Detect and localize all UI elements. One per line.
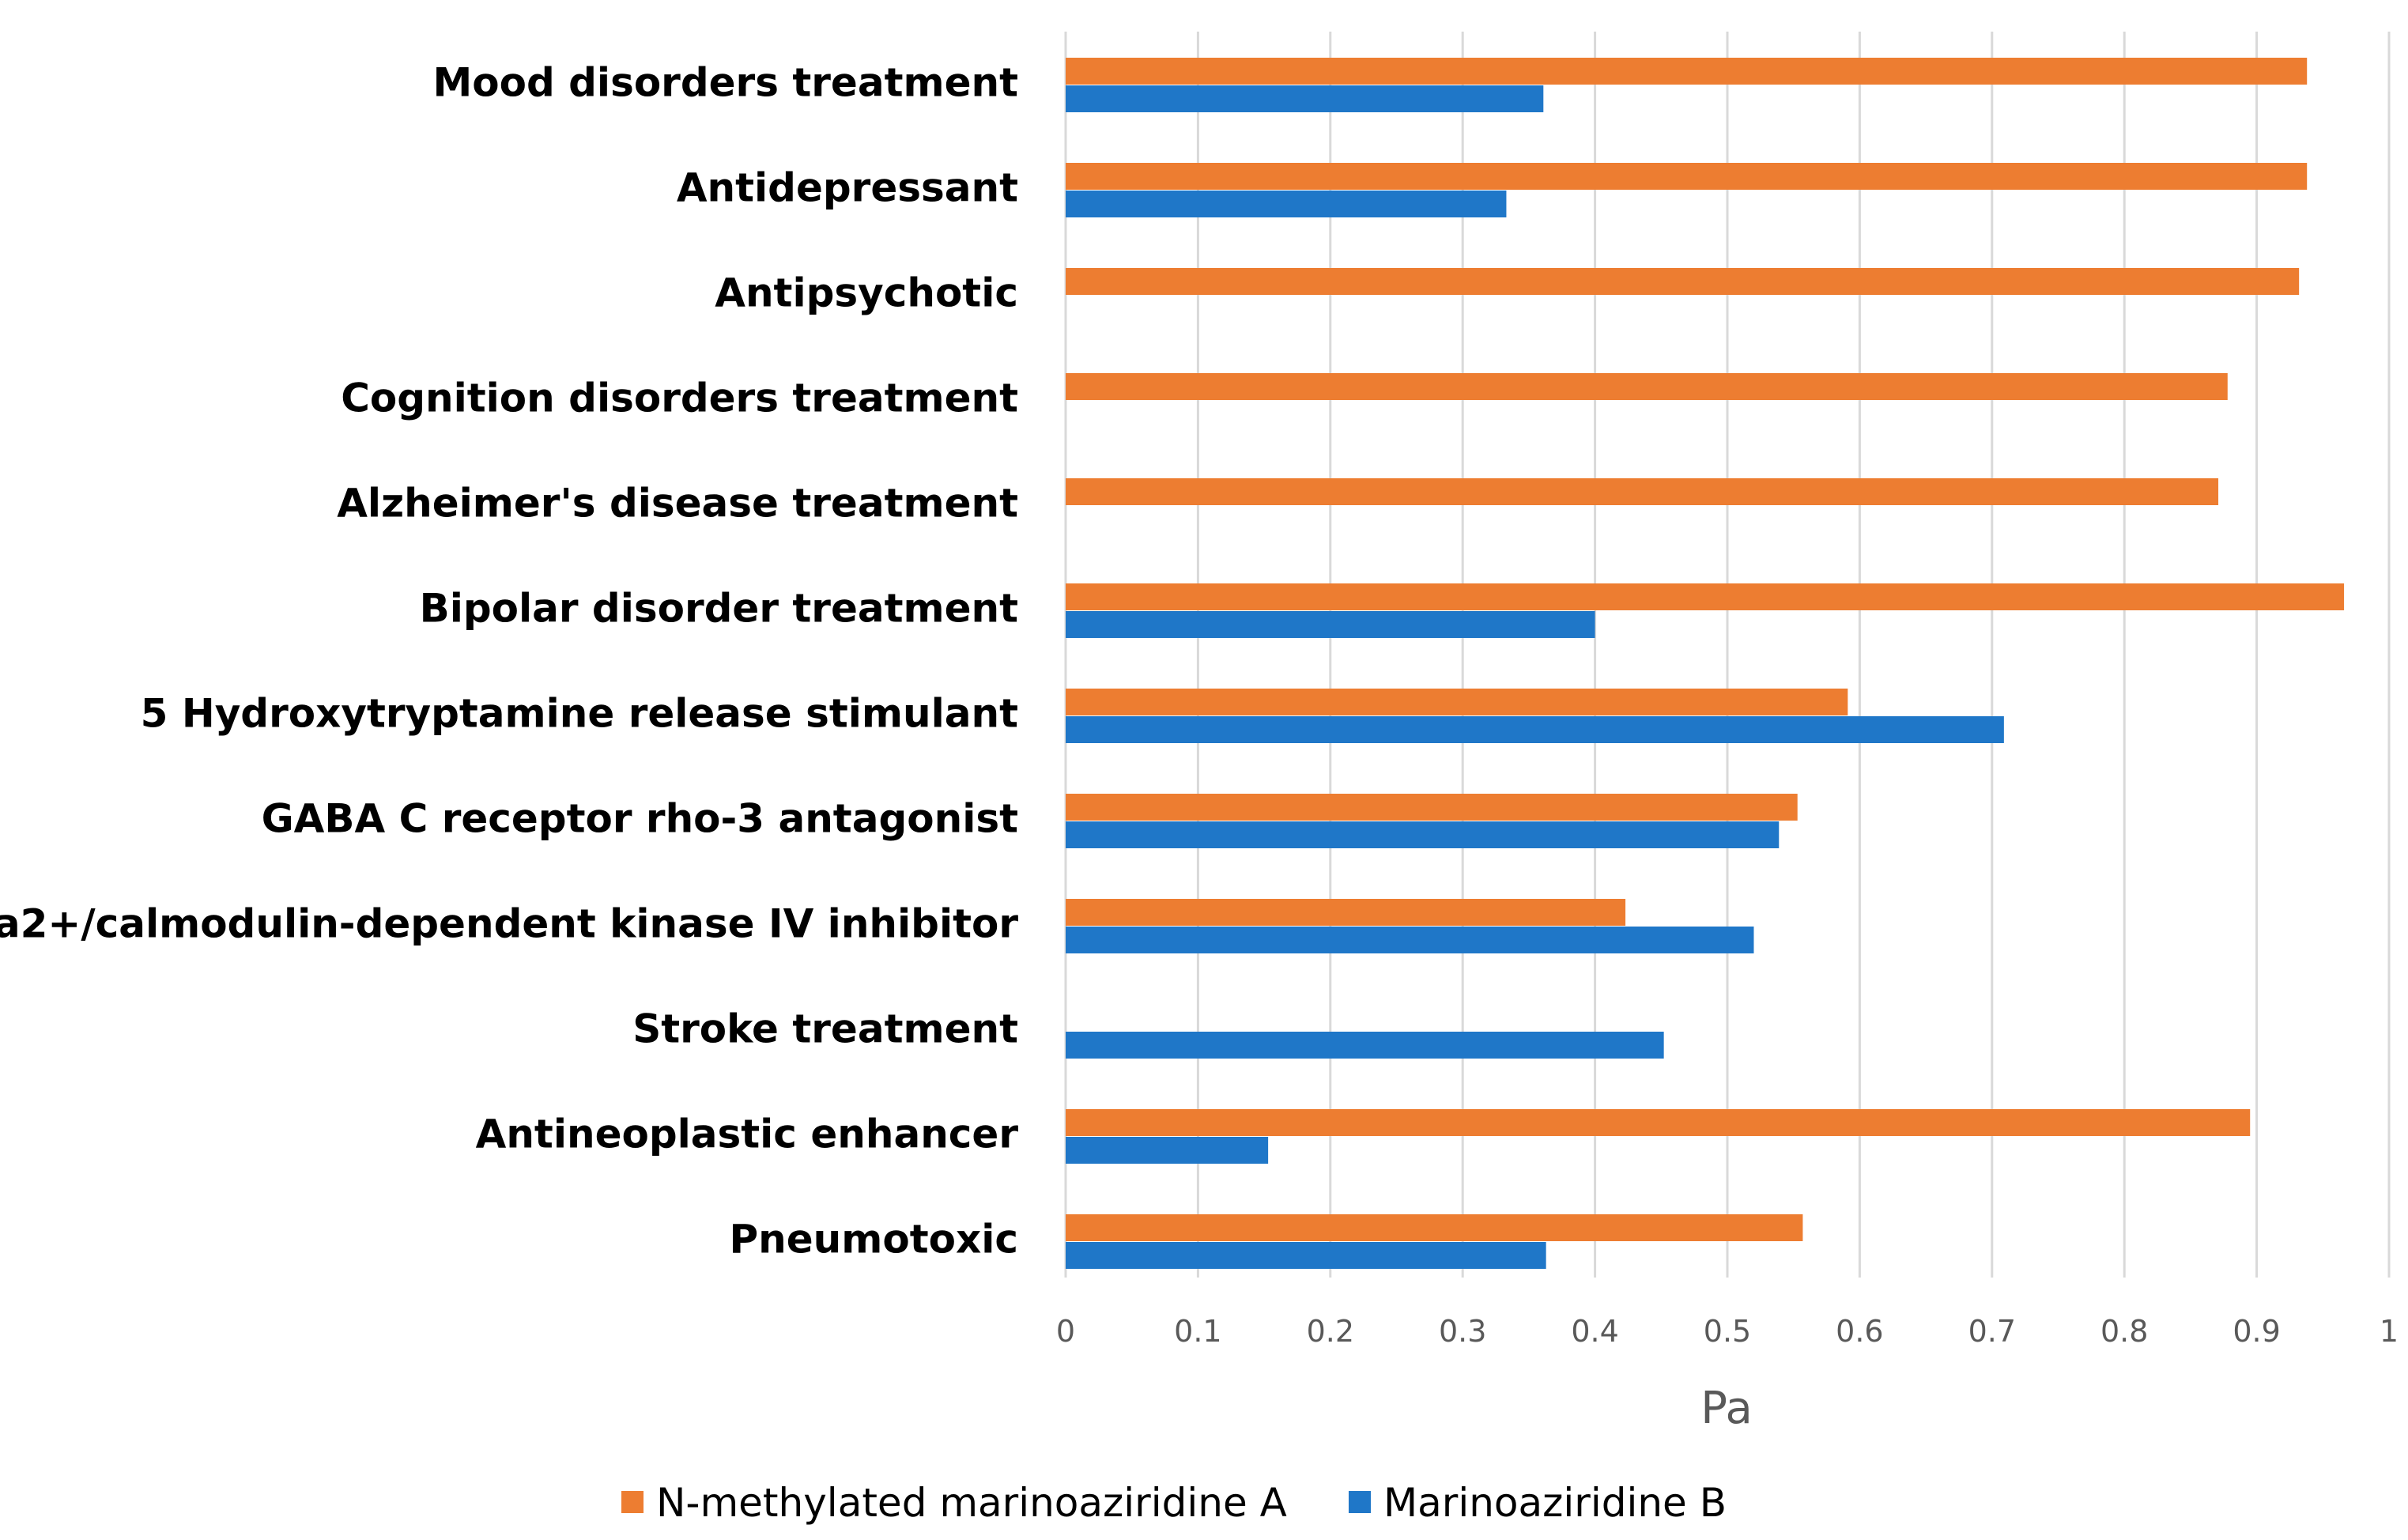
grid-layer [1064, 32, 2391, 1278]
category-label-bipolar-disorder-treatment: Bipolar disorder treatment [420, 586, 1018, 632]
category-label-gaba-c-receptor-rho-3-antagonist: GABA C receptor rho-3 antagonist [262, 796, 1018, 842]
category-label-ca2-calmodulin-dependent-kinase-iv-inhibitor: Ca2+/calmodulin-dependent kinase IV inhi… [0, 901, 1018, 947]
legend: N-methylated marinoaziridine A Marinoazi… [621, 1480, 1727, 1526]
category-label-antipsychotic: Antipsychotic [715, 270, 1018, 316]
bar-n-methylated-marinoaziridine-a-gaba-c-receptor-rho-3-antagonist [1066, 794, 1798, 821]
bar-marinoaziridine-b-antidepressant [1066, 191, 1507, 217]
category-label-pneumotoxic: Pneumotoxic [730, 1217, 1018, 1263]
x-tick-label: 0.4 [1571, 1314, 1618, 1349]
x-axis-ticks: 0 0.1 0.2 0.3 0.4 0.5 0.6 0.7 0.8 0.9 1 [1056, 1314, 2399, 1349]
x-tick-label: 0.8 [2100, 1314, 2148, 1349]
bar-n-methylated-marinoaziridine-a-mood-disorders-treatment [1066, 58, 2308, 85]
bar-n-methylated-marinoaziridine-a-pneumotoxic [1066, 1214, 1803, 1241]
x-tick-label: 0.5 [1704, 1314, 1751, 1349]
category-label-cognition-disorders-treatment: Cognition disorders treatment [341, 376, 1018, 421]
bar-marinoaziridine-b-ca2-calmodulin-dependent-kinase-iv-inhibitor [1066, 927, 1754, 953]
bar-n-methylated-marinoaziridine-a-antineoplastic-enhancer [1066, 1109, 2251, 1136]
legend-swatch-marinoaziridine-b [1349, 1491, 1371, 1513]
x-tick-label: 0 [1056, 1314, 1075, 1349]
bar-marinoaziridine-b-gaba-c-receptor-rho-3-antagonist [1066, 821, 1780, 848]
legend-label-marinoaziridine-b: Marinoaziridine B [1383, 1480, 1727, 1526]
bar-marinoaziridine-b-pneumotoxic [1066, 1242, 1546, 1269]
category-label-alzheimer-s-disease-treatment: Alzheimer's disease treatment [337, 481, 1018, 527]
category-label-5-hydroxytryptamine-release-stimulant: 5 Hydroxytryptamine release stimulant [141, 691, 1018, 737]
bar-marinoaziridine-b-antineoplastic-enhancer [1066, 1137, 1269, 1164]
bar-n-methylated-marinoaziridine-a-cognition-disorders-treatment [1066, 373, 2228, 400]
bar-n-methylated-marinoaziridine-a-antipsychotic [1066, 268, 2300, 295]
category-label-mood-disorders-treatment: Mood disorders treatment [432, 60, 1018, 106]
x-tick-label: 0.1 [1174, 1314, 1221, 1349]
bar-n-methylated-marinoaziridine-a-alzheimer-s-disease-treatment [1066, 478, 2219, 505]
x-tick-label: 0.6 [1836, 1314, 1883, 1349]
bar-n-methylated-marinoaziridine-a-ca2-calmodulin-dependent-kinase-iv-inhibitor [1066, 899, 1626, 926]
bar-marinoaziridine-b-bipolar-disorder-treatment [1066, 611, 1595, 638]
category-labels: Mood disorders treatment Antidepressant An… [0, 60, 1018, 1263]
legend-swatch-n-methylated-marinoaziridine-a [621, 1491, 644, 1513]
category-label-antineoplastic-enhancer: Antineoplastic enhancer [476, 1112, 1019, 1157]
x-axis-title: Pa [1700, 1383, 1753, 1434]
bar-n-methylated-marinoaziridine-a-5-hydroxytryptamine-release-stimulant [1066, 689, 1848, 715]
category-label-stroke-treatment: Stroke treatment [632, 1006, 1018, 1052]
bar-n-methylated-marinoaziridine-a-antidepressant [1066, 163, 2308, 190]
x-tick-label: 1 [2380, 1314, 2399, 1349]
bar-marinoaziridine-b-5-hydroxytryptamine-release-stimulant [1066, 716, 2004, 743]
bar-n-methylated-marinoaziridine-a-bipolar-disorder-treatment [1066, 583, 2345, 610]
bar-marinoaziridine-b-mood-disorders-treatment [1066, 85, 1544, 112]
legend-label-n-methylated-marinoaziridine-a: N-methylated marinoaziridine A [656, 1480, 1287, 1526]
x-tick-label: 0.9 [2232, 1314, 2280, 1349]
bars-layer [1066, 58, 2345, 1269]
x-tick-label: 0.7 [1968, 1314, 2016, 1349]
x-tick-label: 0.3 [1439, 1314, 1486, 1349]
x-tick-label: 0.2 [1307, 1314, 1354, 1349]
category-label-antidepressant: Antidepressant [677, 165, 1018, 211]
bar-marinoaziridine-b-stroke-treatment [1066, 1032, 1664, 1059]
